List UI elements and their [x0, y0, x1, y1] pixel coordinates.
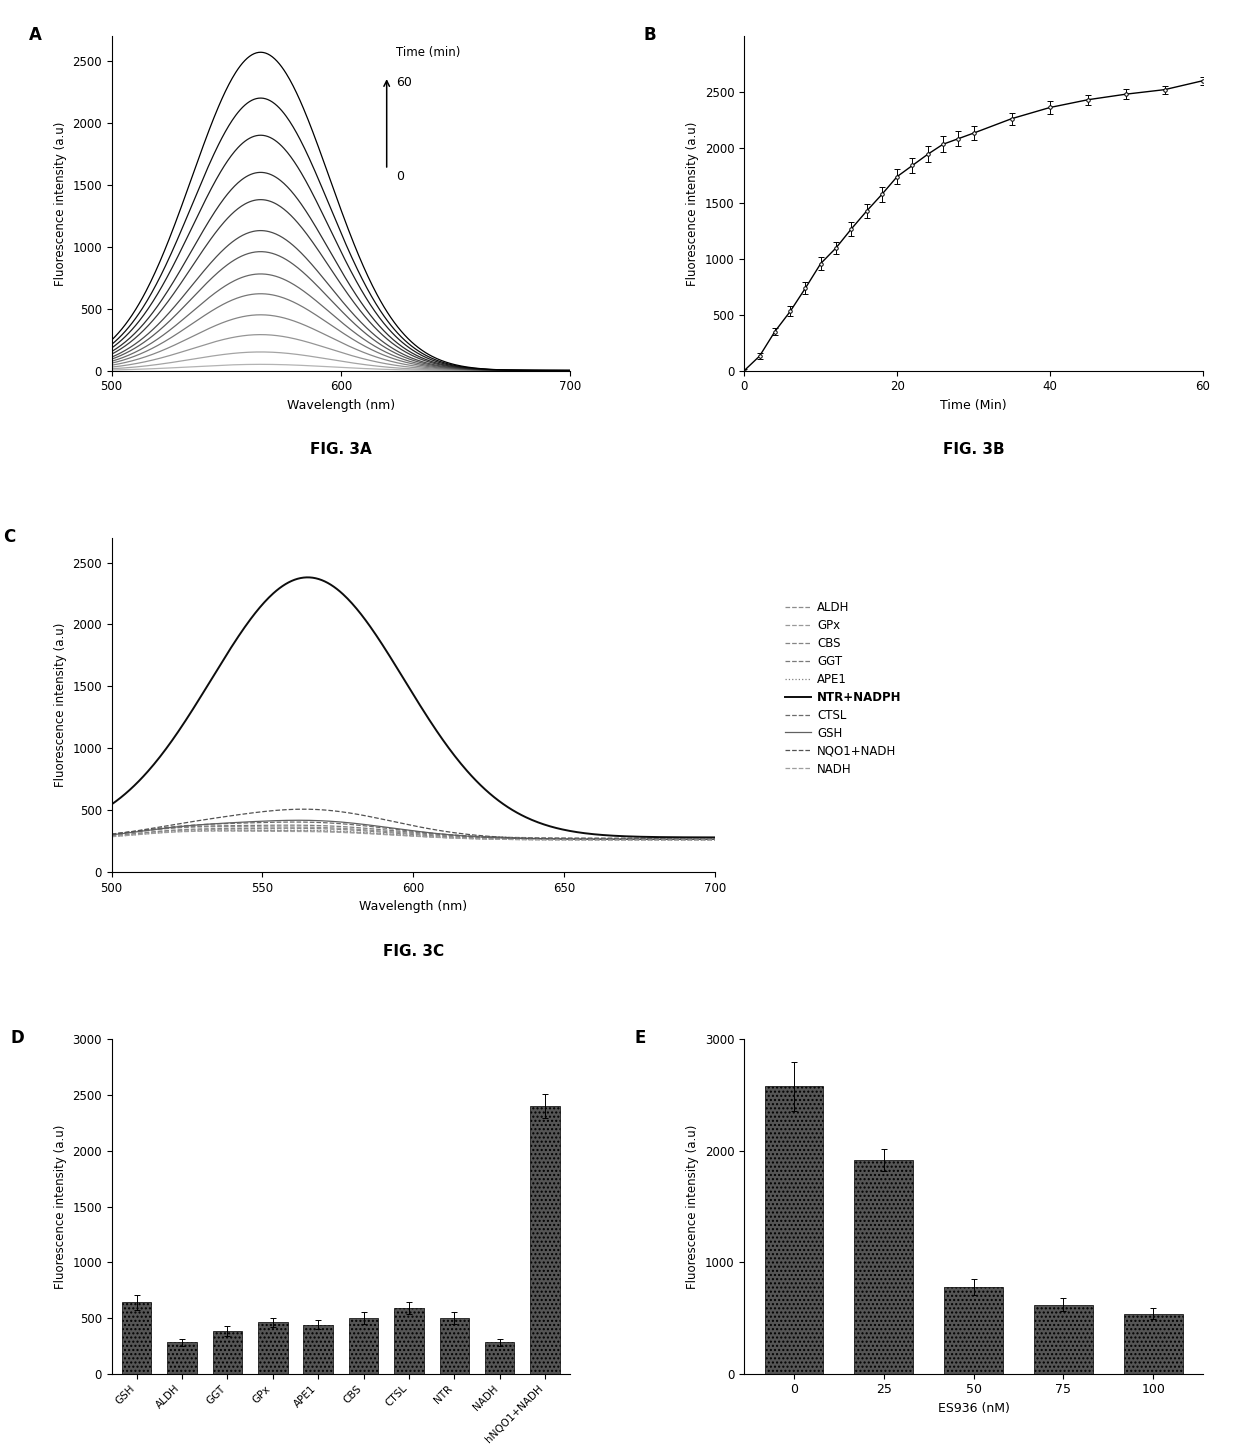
Text: 60: 60 [396, 77, 412, 90]
Bar [531, 1106, 560, 1374]
Bar [258, 1323, 288, 1374]
X-axis label: Wavelength (nm): Wavelength (nm) [286, 399, 394, 412]
Bar [485, 1342, 515, 1374]
Text: FIG. 3C: FIG. 3C [383, 944, 444, 959]
Bar [765, 1086, 823, 1374]
Bar [348, 1317, 378, 1374]
Bar [212, 1332, 242, 1374]
Text: FIG. 3B: FIG. 3B [942, 442, 1004, 457]
Bar [394, 1309, 424, 1374]
X-axis label: ES936 (nM): ES936 (nM) [937, 1403, 1009, 1416]
X-axis label: Time (Min): Time (Min) [940, 399, 1007, 412]
Bar [854, 1160, 913, 1374]
Y-axis label: Fluorescence intensity (a.u): Fluorescence intensity (a.u) [687, 121, 699, 285]
Bar [945, 1287, 1003, 1374]
Y-axis label: Fluorescence intensity (a.u): Fluorescence intensity (a.u) [687, 1125, 699, 1288]
Text: D: D [11, 1030, 25, 1047]
Bar [304, 1325, 332, 1374]
Bar [122, 1303, 151, 1374]
Text: E: E [635, 1030, 646, 1047]
Y-axis label: Fluorescence intensity (a.u): Fluorescence intensity (a.u) [53, 623, 67, 787]
Y-axis label: Fluorescence intensity (a.u): Fluorescence intensity (a.u) [53, 121, 67, 285]
Text: C: C [2, 528, 15, 545]
X-axis label: Wavelength (nm): Wavelength (nm) [360, 901, 467, 914]
Bar [167, 1342, 197, 1374]
Y-axis label: Fluorescence intensity (a.u): Fluorescence intensity (a.u) [53, 1125, 67, 1288]
Bar [439, 1317, 469, 1374]
Legend: ALDH, GPx, CBS, GGT, APE1, NTR+NADPH, CTSL, GSH, NQO1+NADH, NADH: ALDH, GPx, CBS, GGT, APE1, NTR+NADPH, CT… [785, 602, 901, 775]
Text: FIG. 3A: FIG. 3A [310, 442, 372, 457]
Text: B: B [644, 26, 656, 45]
Text: Time (min): Time (min) [396, 46, 460, 59]
Bar [1034, 1304, 1092, 1374]
Bar [1125, 1313, 1183, 1374]
Text: 0: 0 [396, 169, 404, 182]
Text: A: A [29, 26, 42, 45]
